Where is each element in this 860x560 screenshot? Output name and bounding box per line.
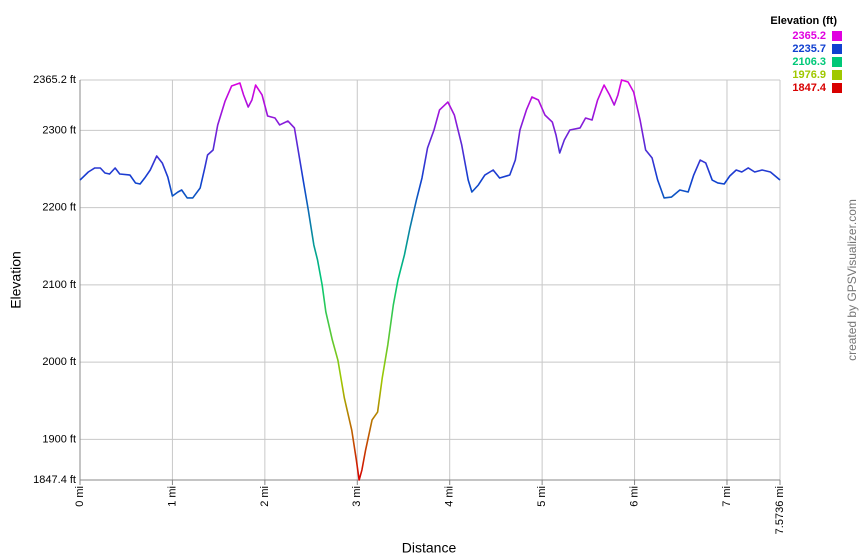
y-tick-label: 1847.4 ft (33, 474, 76, 486)
legend-swatch (832, 57, 842, 67)
y-tick-label: 2365.2 ft (33, 74, 76, 86)
legend-label: 2106.3 (792, 56, 826, 68)
y-tick-label: 2100 ft (42, 279, 76, 291)
x-tick-label: 6 mi (628, 486, 640, 507)
legend-label: 1976.9 (792, 69, 826, 81)
legend-title: Elevation (ft) (770, 15, 837, 27)
x-tick-label: 5 mi (536, 486, 548, 507)
legend-swatch (832, 31, 842, 41)
legend-swatch (832, 83, 842, 93)
y-tick-label: 2200 ft (42, 202, 76, 214)
legend-swatch (832, 44, 842, 54)
x-tick-label: 7 mi (721, 486, 733, 507)
legend-label: 2235.7 (792, 43, 826, 55)
x-tick-label: 3 mi (351, 486, 363, 507)
legend-label: 1847.4 (792, 82, 827, 94)
legend-label: 2365.2 (792, 30, 826, 42)
y-axis-label: Elevation (8, 251, 24, 309)
elevation-line (79, 79, 781, 481)
y-tick-label: 1900 ft (42, 433, 76, 445)
x-tick-label: 1 mi (166, 486, 178, 507)
x-axis-label: Distance (402, 540, 457, 556)
y-tick-label: 2300 ft (42, 124, 76, 136)
x-tick-label: 0 mi (74, 486, 86, 507)
x-tick-label: 4 mi (444, 486, 456, 507)
legend-swatch (832, 70, 842, 80)
x-tick-label: 2 mi (259, 486, 271, 507)
credit: created by GPSVisualizer.com (845, 199, 859, 361)
y-tick-label: 2000 ft (42, 356, 76, 368)
x-tick-label: 7.5736 mi (774, 486, 786, 534)
